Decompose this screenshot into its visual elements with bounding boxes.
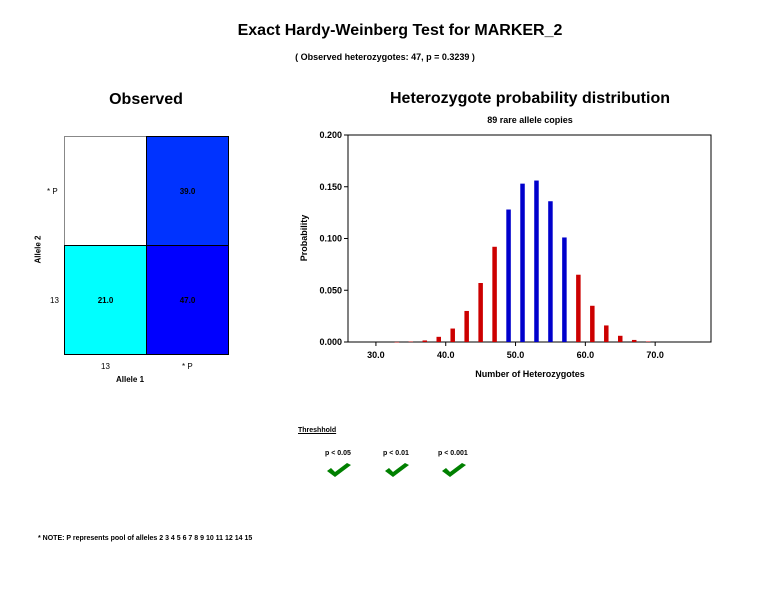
threshold-label: Threshhold <box>298 427 337 434</box>
y-axis-label: Probability <box>299 215 309 262</box>
bar-33 <box>394 341 400 343</box>
main-subtitle: ( Observed heterozygotes: 47, p = 0.3239… <box>295 52 475 62</box>
main-title: Exact Hardy-Weinberg Test for MARKER_2 <box>237 22 563 39</box>
x-tick-label: 40.0 <box>437 350 455 360</box>
y-tick-label: 0.200 <box>319 130 342 140</box>
bar-45 <box>478 283 483 342</box>
y-tick-label: 0.000 <box>319 337 342 347</box>
bar-43 <box>464 310 469 342</box>
footnote: * NOTE: P represents pool of alleles 2 3… <box>38 535 253 542</box>
check-icon <box>442 463 466 477</box>
bar-65 <box>618 335 623 342</box>
y-tick-label: 0.150 <box>319 182 342 192</box>
bar-55 <box>548 201 553 342</box>
bar-47 <box>492 246 497 342</box>
x-tick-label: 70.0 <box>646 350 664 360</box>
cell-13-p: 47.0 <box>146 245 229 355</box>
cell-p-p: 39.0 <box>146 136 229 246</box>
row-label-13: 13 <box>50 296 59 305</box>
check-icon <box>327 463 351 477</box>
ticks-layer: 0.000 0.050 0.100 0.150 0.200 30.0 40.0 50.0 60.… <box>319 130 663 360</box>
bar-41 <box>450 328 455 342</box>
bar-37 <box>422 340 428 342</box>
chart-title: Heterozygote probability distribution <box>389 90 670 107</box>
bars-layer <box>394 180 651 343</box>
y-tick-label: 0.100 <box>319 234 342 244</box>
bar-49 <box>506 209 511 342</box>
bar-59 <box>576 274 581 342</box>
col-label-13: 13 <box>101 362 110 371</box>
x-tick-label: 60.0 <box>577 350 595 360</box>
check-icon <box>385 463 409 477</box>
observed-title: Observed <box>109 91 183 108</box>
bar-63 <box>604 325 609 342</box>
x-tick-label: 50.0 <box>507 350 525 360</box>
chart-subtitle: 89 rare allele copies <box>487 115 573 125</box>
cell-p-13 <box>64 136 147 246</box>
row-label-p: * P <box>47 187 58 196</box>
y-tick-label: 0.050 <box>319 285 342 295</box>
allele1-axis-label: Allele 1 <box>116 375 145 384</box>
bar-39 <box>436 336 441 342</box>
x-axis-label: Number of Heterozygotes <box>475 369 585 379</box>
x-tick-label: 30.0 <box>367 350 385 360</box>
bar-53 <box>534 180 539 342</box>
bar-67 <box>631 339 637 342</box>
col-label-p: * P <box>182 362 193 371</box>
bar-69 <box>645 341 651 342</box>
probability-chart: 0.000 0.050 0.100 0.150 0.200 30.0 40.0 50.0 60.… <box>299 130 712 379</box>
threshold-label-001: p < 0.01 <box>383 450 409 457</box>
bar-61 <box>590 305 595 342</box>
bar-35 <box>408 341 414 343</box>
cell-13-13: 21.0 <box>64 245 147 355</box>
bar-51 <box>520 183 525 342</box>
bar-57 <box>562 237 567 342</box>
threshold-label-005: p < 0.05 <box>325 450 351 457</box>
threshold-label-0001: p < 0.001 <box>438 450 468 457</box>
plot-frame <box>347 134 712 343</box>
